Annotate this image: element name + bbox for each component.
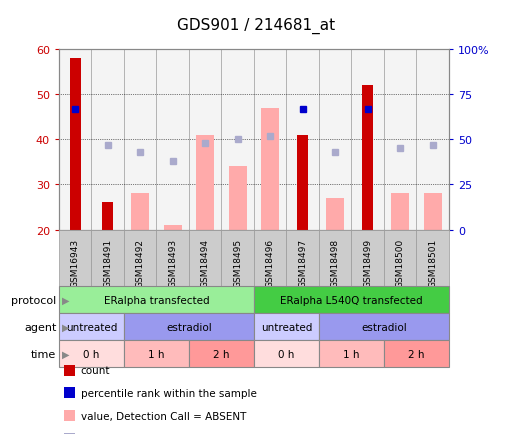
Text: count: count bbox=[81, 366, 110, 375]
FancyBboxPatch shape bbox=[124, 313, 254, 340]
Bar bbox=[229, 167, 247, 230]
Text: 2 h: 2 h bbox=[408, 349, 425, 358]
Text: ▶: ▶ bbox=[62, 349, 69, 358]
Bar bbox=[417, 50, 449, 230]
Bar bbox=[424, 194, 442, 230]
Text: value, Detection Call = ABSENT: value, Detection Call = ABSENT bbox=[81, 411, 246, 421]
FancyBboxPatch shape bbox=[124, 340, 189, 367]
Bar bbox=[196, 135, 214, 230]
Text: GSM16943: GSM16943 bbox=[71, 239, 80, 287]
Text: GSM18493: GSM18493 bbox=[168, 239, 177, 287]
Text: ▶: ▶ bbox=[62, 295, 69, 305]
Bar bbox=[261, 108, 279, 230]
FancyBboxPatch shape bbox=[59, 230, 91, 286]
FancyBboxPatch shape bbox=[319, 230, 351, 286]
FancyBboxPatch shape bbox=[254, 313, 319, 340]
Bar bbox=[156, 50, 189, 230]
Text: GDS901 / 214681_at: GDS901 / 214681_at bbox=[177, 18, 336, 34]
Text: GSM18494: GSM18494 bbox=[201, 239, 210, 287]
Bar bbox=[91, 50, 124, 230]
FancyBboxPatch shape bbox=[189, 340, 254, 367]
Text: GSM18496: GSM18496 bbox=[266, 239, 274, 287]
FancyBboxPatch shape bbox=[384, 340, 449, 367]
Bar bbox=[351, 50, 384, 230]
Text: GSM18492: GSM18492 bbox=[136, 239, 145, 287]
Bar bbox=[384, 50, 417, 230]
Text: GSM18495: GSM18495 bbox=[233, 239, 242, 287]
Text: ▶: ▶ bbox=[62, 322, 69, 332]
Text: untreated: untreated bbox=[66, 322, 117, 332]
FancyBboxPatch shape bbox=[124, 230, 156, 286]
FancyBboxPatch shape bbox=[156, 230, 189, 286]
FancyBboxPatch shape bbox=[254, 340, 319, 367]
FancyBboxPatch shape bbox=[59, 286, 254, 313]
FancyBboxPatch shape bbox=[222, 230, 254, 286]
Text: 0 h: 0 h bbox=[278, 349, 294, 358]
Text: GSM18499: GSM18499 bbox=[363, 239, 372, 287]
Bar bbox=[326, 198, 344, 230]
FancyBboxPatch shape bbox=[351, 230, 384, 286]
Text: ERalpha transfected: ERalpha transfected bbox=[104, 295, 209, 305]
Bar bbox=[189, 50, 222, 230]
Text: 0 h: 0 h bbox=[83, 349, 100, 358]
Text: 1 h: 1 h bbox=[148, 349, 165, 358]
Text: untreated: untreated bbox=[261, 322, 312, 332]
Bar bbox=[254, 50, 286, 230]
Bar bbox=[362, 86, 373, 230]
Text: 2 h: 2 h bbox=[213, 349, 230, 358]
FancyBboxPatch shape bbox=[319, 313, 449, 340]
FancyBboxPatch shape bbox=[91, 230, 124, 286]
Bar bbox=[124, 50, 156, 230]
Text: GSM18501: GSM18501 bbox=[428, 239, 437, 288]
Bar bbox=[319, 50, 351, 230]
Bar bbox=[391, 194, 409, 230]
FancyBboxPatch shape bbox=[254, 230, 286, 286]
Bar bbox=[222, 50, 254, 230]
Text: estradiol: estradiol bbox=[361, 322, 407, 332]
Bar bbox=[59, 50, 91, 230]
Text: percentile rank within the sample: percentile rank within the sample bbox=[81, 388, 256, 398]
FancyBboxPatch shape bbox=[189, 230, 222, 286]
Bar bbox=[164, 226, 182, 230]
Text: time: time bbox=[31, 349, 56, 358]
FancyBboxPatch shape bbox=[319, 340, 384, 367]
FancyBboxPatch shape bbox=[59, 340, 124, 367]
Text: GSM18500: GSM18500 bbox=[396, 239, 405, 288]
FancyBboxPatch shape bbox=[286, 230, 319, 286]
Text: ERalpha L540Q transfected: ERalpha L540Q transfected bbox=[280, 295, 423, 305]
Bar bbox=[131, 194, 149, 230]
Text: GSM18498: GSM18498 bbox=[331, 239, 340, 287]
Bar bbox=[102, 203, 113, 230]
Text: 1 h: 1 h bbox=[343, 349, 360, 358]
Bar bbox=[286, 50, 319, 230]
FancyBboxPatch shape bbox=[254, 286, 449, 313]
Text: estradiol: estradiol bbox=[166, 322, 212, 332]
Bar bbox=[297, 135, 308, 230]
Text: protocol: protocol bbox=[11, 295, 56, 305]
FancyBboxPatch shape bbox=[59, 313, 124, 340]
Text: GSM18491: GSM18491 bbox=[103, 239, 112, 287]
Text: GSM18497: GSM18497 bbox=[298, 239, 307, 287]
Text: agent: agent bbox=[24, 322, 56, 332]
FancyBboxPatch shape bbox=[384, 230, 417, 286]
FancyBboxPatch shape bbox=[417, 230, 449, 286]
Bar bbox=[70, 59, 81, 230]
